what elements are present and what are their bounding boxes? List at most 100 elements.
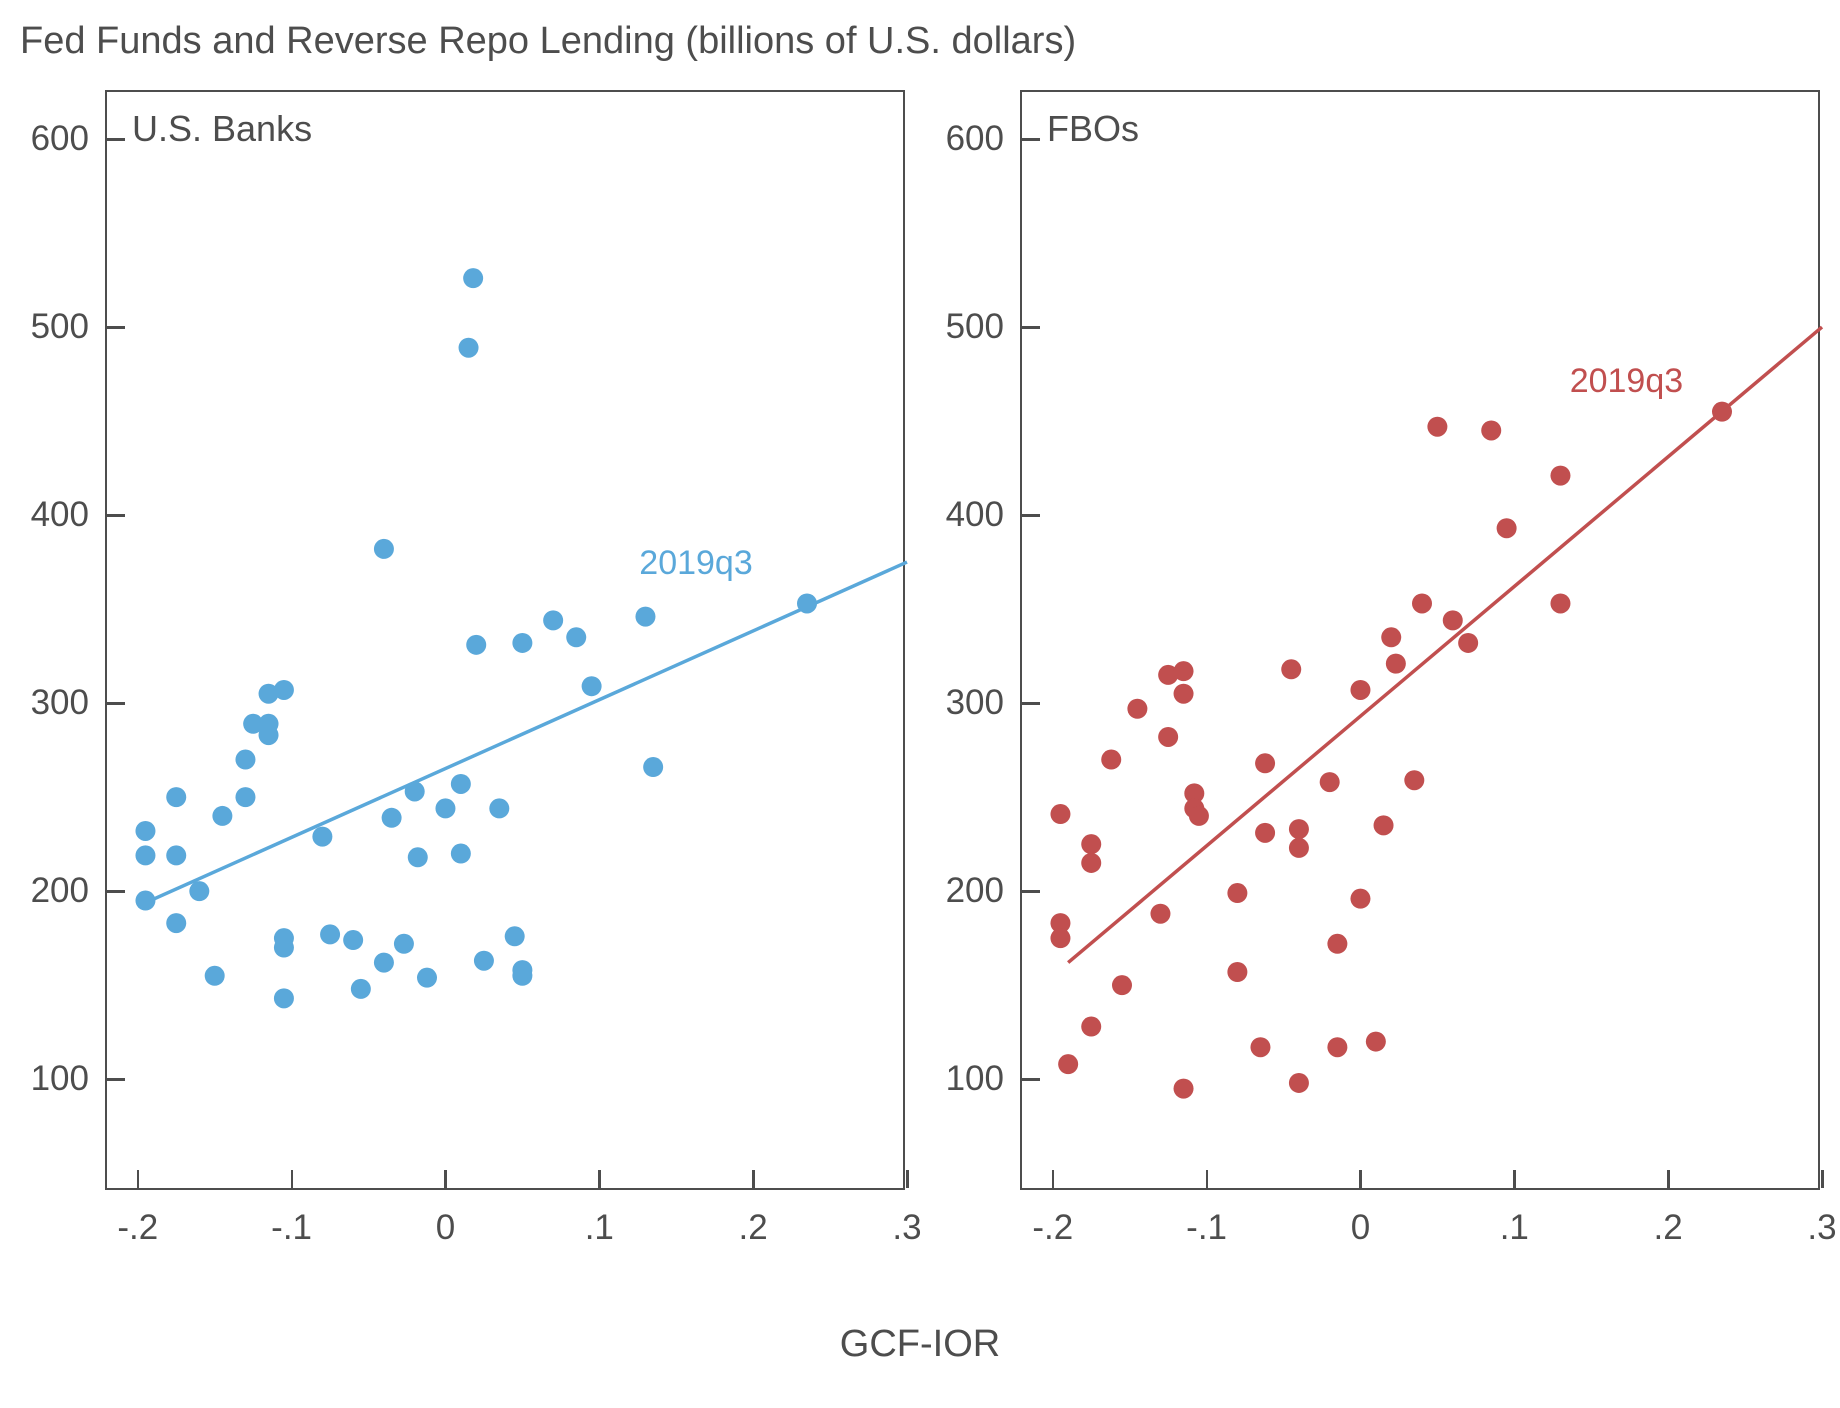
data-point bbox=[1150, 904, 1170, 924]
data-point bbox=[582, 676, 602, 696]
data-point bbox=[1712, 402, 1732, 422]
data-point bbox=[1189, 806, 1209, 826]
data-point bbox=[1050, 928, 1070, 948]
x-tick-label: .3 bbox=[1807, 1208, 1836, 1248]
y-tick-label: 500 bbox=[914, 307, 1004, 347]
data-point bbox=[566, 627, 586, 647]
data-point bbox=[394, 934, 414, 954]
data-point bbox=[1458, 633, 1478, 653]
data-point bbox=[643, 757, 663, 777]
data-point bbox=[451, 774, 471, 794]
data-point bbox=[1427, 417, 1447, 437]
x-tick-label: .2 bbox=[739, 1208, 768, 1248]
data-point bbox=[489, 798, 509, 818]
data-point bbox=[235, 787, 255, 807]
data-point bbox=[351, 979, 371, 999]
data-point bbox=[1255, 823, 1275, 843]
data-point bbox=[635, 607, 655, 627]
annotation-label: 2019q3 bbox=[1570, 362, 1683, 401]
data-point bbox=[1386, 654, 1406, 674]
data-point bbox=[1174, 684, 1194, 704]
y-tick-label: 400 bbox=[0, 495, 89, 535]
data-point bbox=[189, 881, 209, 901]
data-point bbox=[1320, 772, 1340, 792]
data-point bbox=[417, 968, 437, 988]
x-tick-label: .1 bbox=[585, 1208, 614, 1248]
data-point bbox=[512, 960, 532, 980]
data-point bbox=[1255, 753, 1275, 773]
x-tick-label: -.2 bbox=[117, 1208, 158, 1248]
data-point bbox=[1289, 819, 1309, 839]
data-point bbox=[1227, 883, 1247, 903]
y-tick-label: 400 bbox=[914, 495, 1004, 535]
y-tick-label: 300 bbox=[0, 683, 89, 723]
data-point bbox=[274, 938, 294, 958]
data-point bbox=[1412, 593, 1432, 613]
data-point bbox=[1112, 975, 1132, 995]
y-tick-label: 200 bbox=[914, 871, 1004, 911]
data-point bbox=[166, 845, 186, 865]
data-point bbox=[1550, 593, 1570, 613]
data-point bbox=[1443, 610, 1463, 630]
panel-right: FBOs100200300400500600-.2-.10.1.2.32019q… bbox=[1020, 90, 1820, 1190]
data-point bbox=[543, 610, 563, 630]
data-point bbox=[1366, 1032, 1386, 1052]
data-point bbox=[1227, 962, 1247, 982]
data-point bbox=[1289, 1073, 1309, 1093]
figure-title: Fed Funds and Reverse Repo Lending (bill… bbox=[20, 20, 1076, 63]
scatter-svg bbox=[1022, 92, 1822, 1192]
data-point bbox=[166, 913, 186, 933]
data-point bbox=[466, 635, 486, 655]
data-point bbox=[205, 966, 225, 986]
data-point bbox=[1250, 1037, 1270, 1057]
data-point bbox=[474, 951, 494, 971]
data-point bbox=[320, 924, 340, 944]
data-point bbox=[135, 821, 155, 841]
data-point bbox=[1289, 838, 1309, 858]
data-point bbox=[374, 953, 394, 973]
data-point bbox=[1101, 750, 1121, 770]
data-point bbox=[343, 930, 363, 950]
y-tick-label: 600 bbox=[914, 119, 1004, 159]
data-point bbox=[1550, 466, 1570, 486]
y-tick-label: 100 bbox=[914, 1059, 1004, 1099]
y-tick-label: 100 bbox=[0, 1059, 89, 1099]
annotation-label: 2019q3 bbox=[639, 544, 752, 583]
panel-left: U.S. Banks100200300400500600-.2-.10.1.2.… bbox=[105, 90, 905, 1190]
data-point bbox=[1158, 727, 1178, 747]
x-tick-label: 0 bbox=[1351, 1208, 1370, 1248]
x-tick-label: -.2 bbox=[1032, 1208, 1073, 1248]
data-point bbox=[274, 988, 294, 1008]
y-tick-label: 200 bbox=[0, 871, 89, 911]
x-tick-label: -.1 bbox=[1186, 1208, 1227, 1248]
data-point bbox=[1327, 1037, 1347, 1057]
data-point bbox=[1350, 889, 1370, 909]
x-tick-label: .1 bbox=[1500, 1208, 1529, 1248]
data-point bbox=[1497, 518, 1517, 538]
data-point bbox=[274, 680, 294, 700]
data-point bbox=[1381, 627, 1401, 647]
y-tick-label: 500 bbox=[0, 307, 89, 347]
x-tick-label: 0 bbox=[436, 1208, 455, 1248]
data-point bbox=[1374, 815, 1394, 835]
data-point bbox=[451, 844, 471, 864]
data-point bbox=[135, 845, 155, 865]
data-point bbox=[1327, 934, 1347, 954]
data-point bbox=[1050, 804, 1070, 824]
data-point bbox=[459, 338, 479, 358]
data-point bbox=[1174, 661, 1194, 681]
y-tick-label: 300 bbox=[914, 683, 1004, 723]
figure: Fed Funds and Reverse Repo Lending (bill… bbox=[0, 0, 1840, 1408]
data-point bbox=[1481, 420, 1501, 440]
data-point bbox=[166, 787, 186, 807]
x-tick-label: -.1 bbox=[271, 1208, 312, 1248]
data-point bbox=[312, 827, 332, 847]
data-point bbox=[135, 891, 155, 911]
data-point bbox=[408, 847, 428, 867]
scatter-svg bbox=[107, 92, 907, 1192]
data-point bbox=[1081, 1017, 1101, 1037]
x-tick-label: .3 bbox=[892, 1208, 921, 1248]
data-point bbox=[1081, 834, 1101, 854]
y-tick-label: 600 bbox=[0, 119, 89, 159]
data-point bbox=[382, 808, 402, 828]
